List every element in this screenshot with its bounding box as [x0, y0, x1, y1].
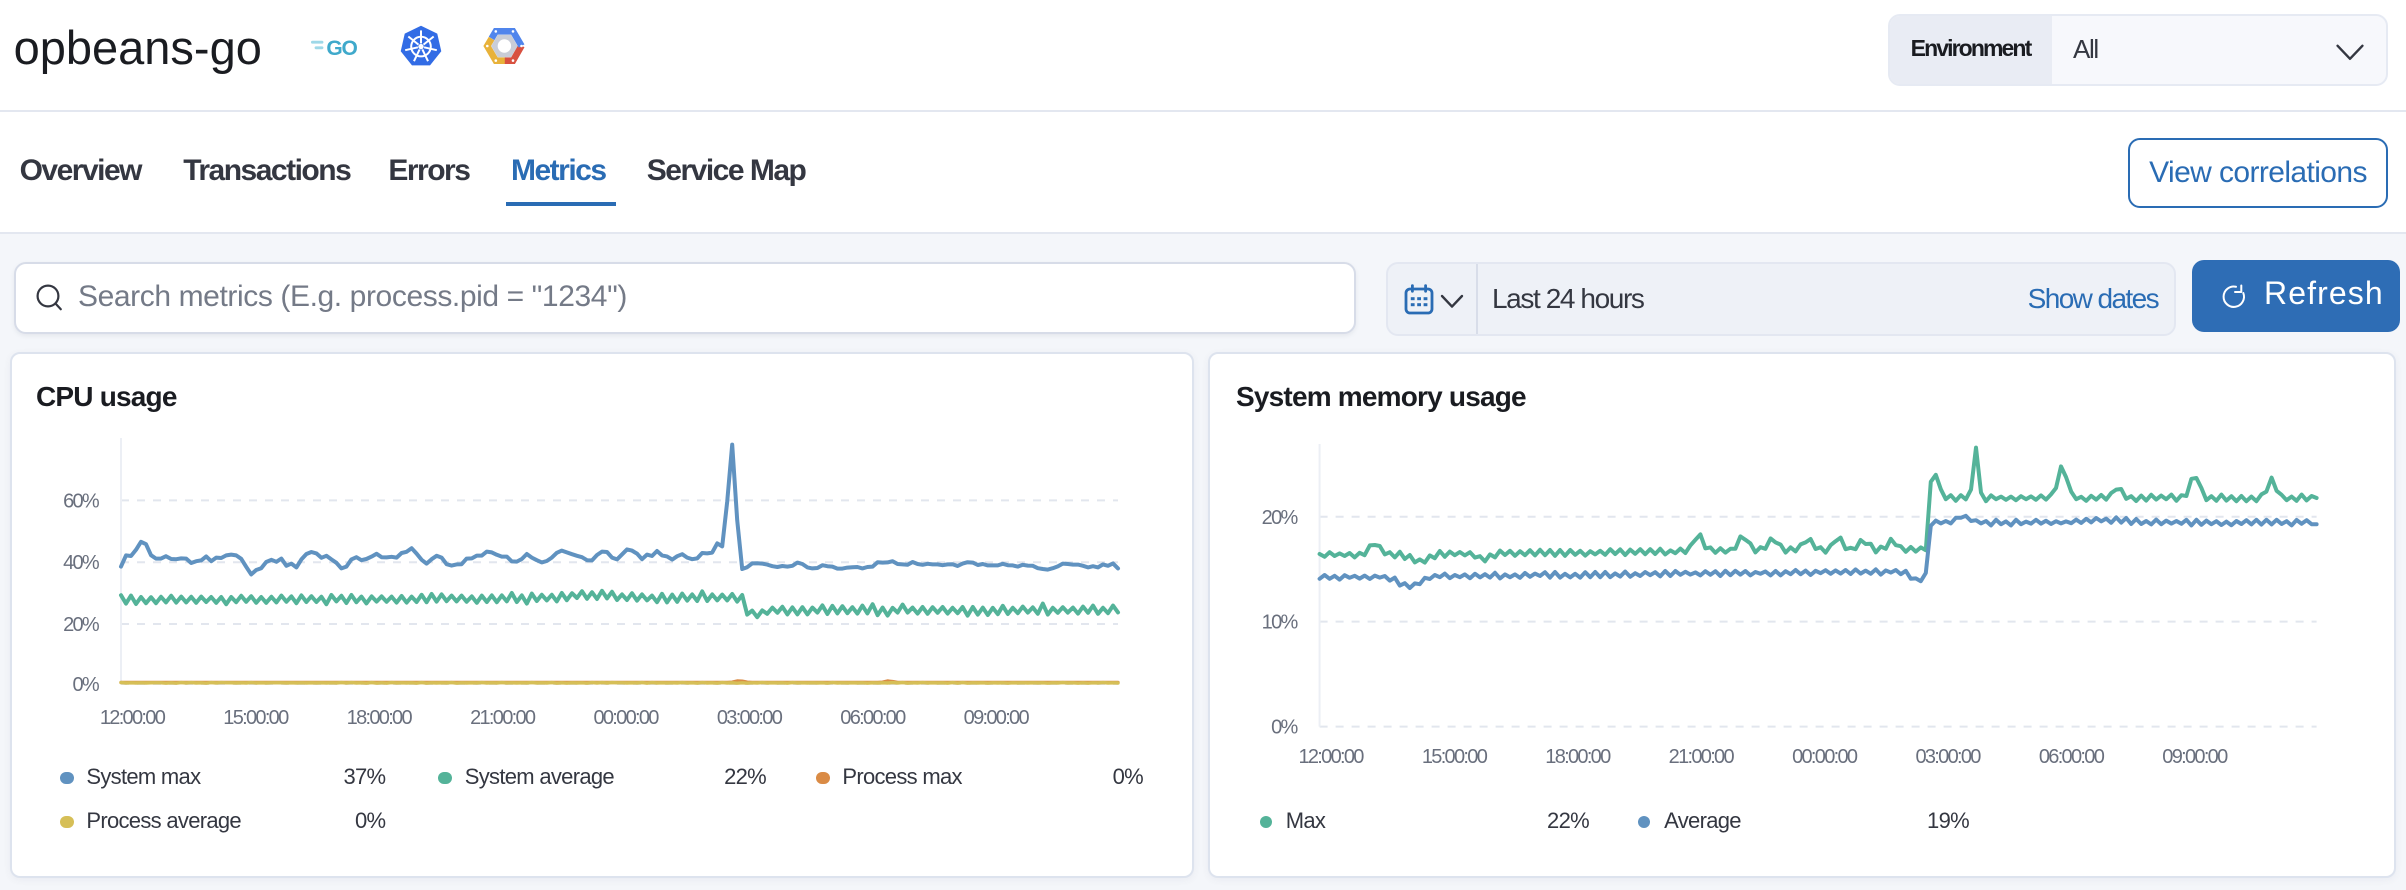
svg-text:06:00:00: 06:00:00 [2039, 746, 2105, 768]
svg-text:15:00:00: 15:00:00 [222, 707, 288, 729]
svg-text:15:00:00: 15:00:00 [1422, 746, 1488, 768]
svg-text:18:00:00: 18:00:00 [346, 707, 412, 729]
svg-text:20%: 20% [62, 614, 99, 636]
svg-text:09:00:00: 09:00:00 [2163, 746, 2229, 768]
svg-text:0%: 0% [71, 674, 98, 696]
svg-text:06:00:00: 06:00:00 [839, 707, 905, 729]
svg-text:00:00:00: 00:00:00 [592, 707, 658, 729]
svg-text:03:00:00: 03:00:00 [716, 707, 782, 729]
svg-text:60%: 60% [62, 490, 99, 512]
svg-text:00:00:00: 00:00:00 [1792, 746, 1858, 768]
svg-text:GO: GO [326, 37, 357, 60]
svg-text:40%: 40% [62, 552, 99, 574]
svg-text:18:00:00: 18:00:00 [1546, 746, 1612, 768]
svg-text:0%: 0% [1271, 716, 1298, 738]
svg-text:21:00:00: 21:00:00 [469, 707, 535, 729]
svg-text:09:00:00: 09:00:00 [963, 707, 1029, 729]
svg-text:03:00:00: 03:00:00 [1916, 746, 1982, 768]
svg-text:12:00:00: 12:00:00 [1299, 746, 1365, 768]
svg-text:20%: 20% [1262, 506, 1299, 528]
svg-text:21:00:00: 21:00:00 [1669, 746, 1735, 768]
svg-text:12:00:00: 12:00:00 [99, 707, 165, 729]
svg-text:10%: 10% [1262, 611, 1299, 633]
